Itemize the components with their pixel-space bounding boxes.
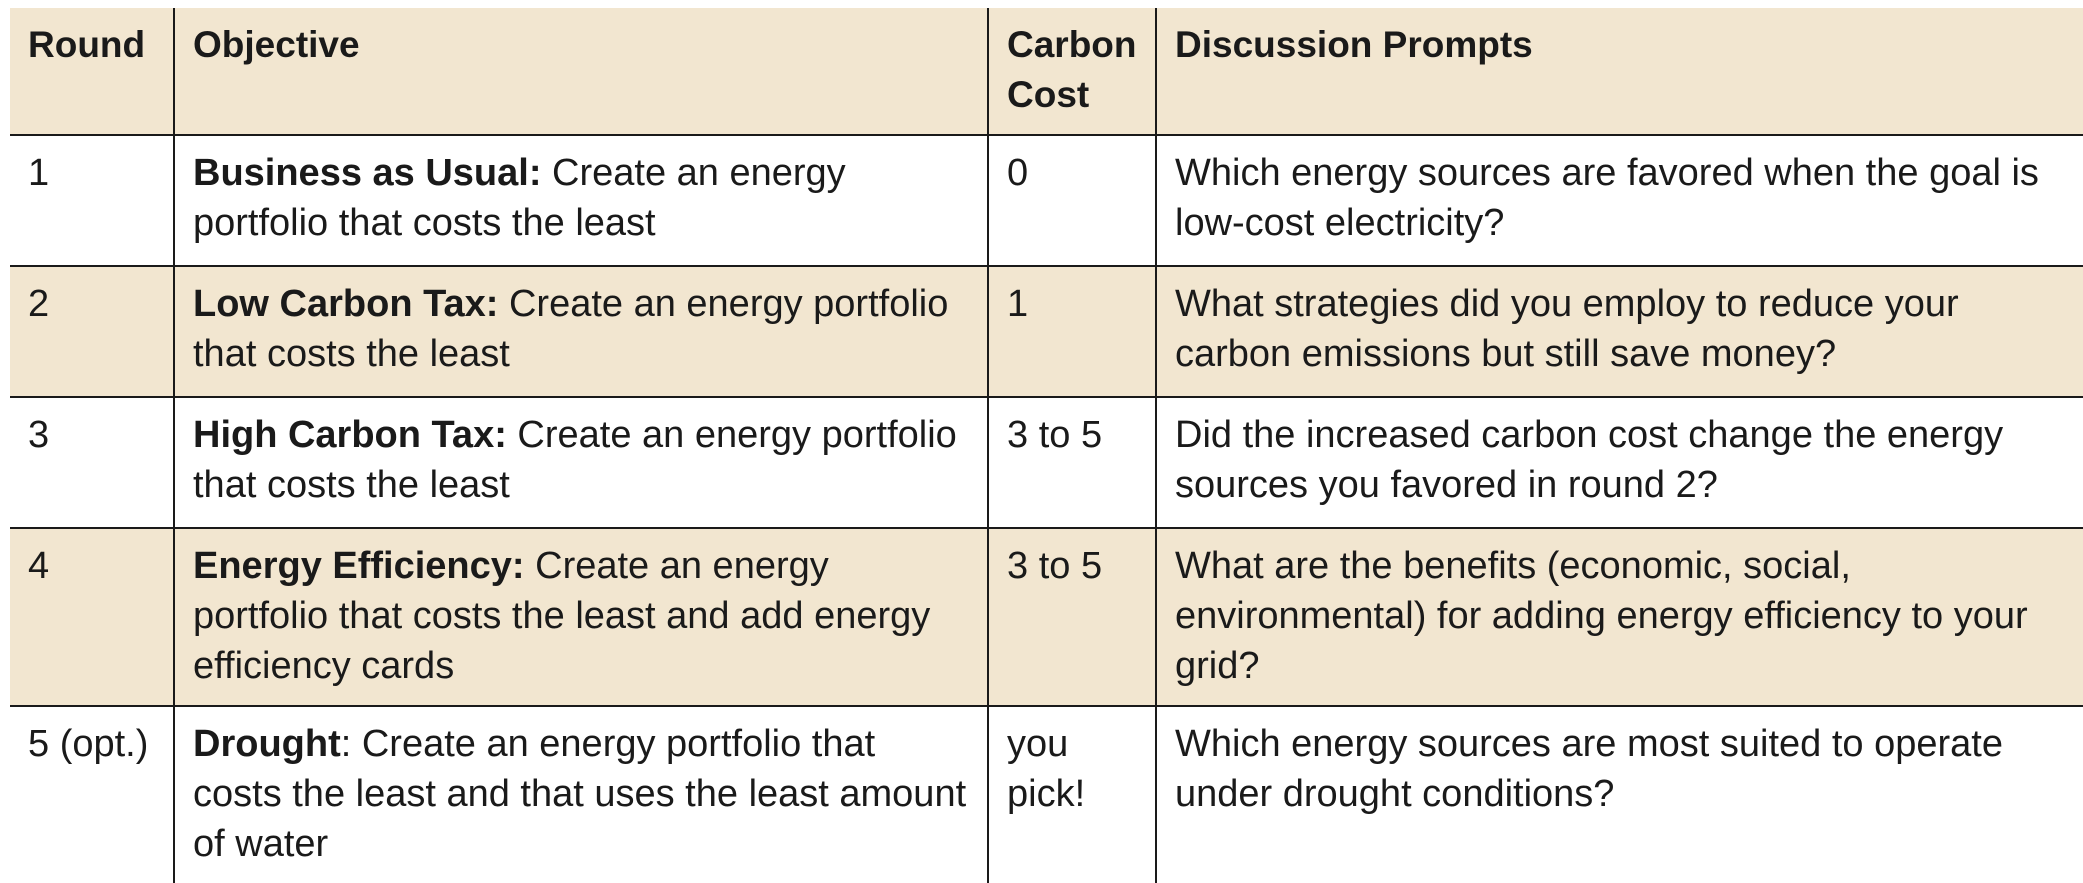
discussion-prompt-cell: What strategies did you employ to reduce… [1155,266,2083,398]
carbon-cost-cell: 1 [987,266,1156,398]
carbon-cost-cell: 3 to 5 [987,397,1156,529]
table-row: 3 High Carbon Tax: Create an energy port… [10,397,2083,529]
discussion-prompt-cell: Which energy sources are favored when th… [1155,135,2083,267]
round-cell: 1 [10,135,174,267]
discussion-prompt-cell: Which energy sources are most suited to … [1155,706,2083,883]
objective-cell: Drought: Create an energy portfolio that… [173,706,988,883]
rounds-table: Round Objective Carbon Cost Discussion P… [10,8,2083,883]
objective-cell: Business as Usual: Create an energy port… [173,135,988,267]
table-row: 4 Energy Efficiency: Create an energy po… [10,528,2083,707]
round-cell: 3 [10,397,174,529]
discussion-prompt-cell: What are the benefits (economic, social,… [1155,528,2083,707]
objective-text: Create an energy portfolio that costs th… [193,414,957,506]
header-discussion-prompts: Discussion Prompts [1155,8,2083,136]
objective-cell: High Carbon Tax: Create an energy portfo… [173,397,988,529]
objective-label: High Carbon Tax: [193,414,507,456]
header-objective: Objective [173,8,988,136]
objective-text: Create an energy portfolio that costs th… [193,283,949,375]
header-row: Round Objective Carbon Cost Discussion P… [10,8,2083,136]
carbon-cost-cell: you pick! [987,706,1156,883]
header-carbon-cost: Carbon Cost [987,8,1156,136]
objective-cell: Energy Efficiency: Create an energy port… [173,528,988,707]
table-header: Round Objective Carbon Cost Discussion P… [10,8,2083,136]
objective-label: Business as Usual: [193,152,542,194]
round-cell: 5 (opt.) [28,723,149,765]
objective-text: Create an energy portfolio that costs th… [193,545,931,687]
table-row: 1 Business as Usual: Create an energy po… [10,135,2083,267]
table-body: 1 Business as Usual: Create an energy po… [10,135,2083,883]
objective-label: Energy Efficiency: [193,545,525,587]
table-row: 2 Low Carbon Tax: Create an energy portf… [10,266,2083,398]
discussion-prompt-cell: Did the increased carbon cost change the… [1155,397,2083,529]
objective-label: Drought [193,723,341,765]
table-row: 5 (opt.) Drought: Create an energy portf… [10,706,2083,883]
objective-text: Create an energy portfolio that costs th… [193,152,846,244]
round-cell: 4 [10,528,174,707]
objective-label: Low Carbon Tax: [193,283,499,325]
round-cell: 2 [10,266,174,398]
carbon-cost-cell: 3 to 5 [987,528,1156,707]
carbon-cost-cell: 0 [987,135,1156,267]
header-round: Round [10,8,174,136]
objective-cell: Low Carbon Tax: Create an energy portfol… [173,266,988,398]
